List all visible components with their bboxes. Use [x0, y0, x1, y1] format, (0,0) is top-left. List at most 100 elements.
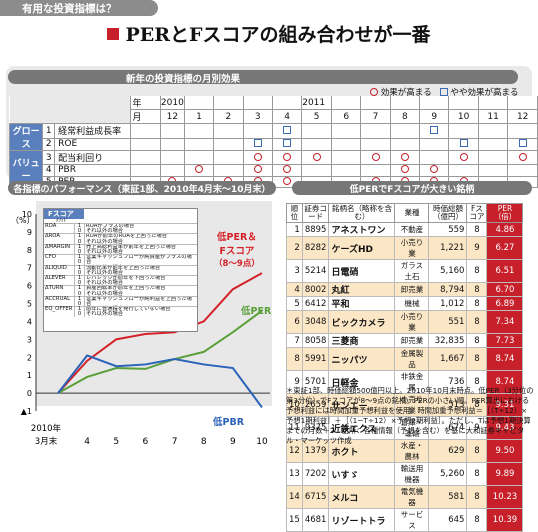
stock-name-cell: サンエー — [328, 393, 396, 417]
table-row: 2 8282 ケーズHD 小売り業 1,221 9 6.27 — [286, 236, 524, 260]
ranking-note: ＊東証1部、時価総額500億円以上。2010年10月末時点。低PER（3分位の第… — [286, 386, 534, 445]
mark-cell — [159, 164, 185, 177]
mark-cell — [507, 150, 538, 165]
industry-cell: 輸送用機器 — [394, 462, 430, 486]
row-num: 4 — [42, 164, 56, 177]
stock-name-cell: ビックカメラ — [328, 310, 396, 334]
fscore-desc: 前年に普通株を発行していない場合 それ以外の場合 — [84, 307, 197, 317]
circle-icon — [253, 152, 262, 161]
code-cell: 4681 — [301, 508, 330, 532]
table-row: 1 8895 アネストワン 不動産 559 8 4.86 — [286, 222, 524, 237]
indicator-name: ROE — [54, 137, 132, 152]
fscore-cell: 8 — [466, 485, 488, 509]
month-cell: 2 — [213, 109, 244, 124]
month-cell: 3 — [242, 109, 273, 124]
market-cap-cell: 5,160 — [428, 259, 468, 283]
square-icon — [459, 139, 468, 148]
y-tick-label: 10 — [22, 210, 32, 219]
mark-cell — [183, 123, 215, 139]
fscore-desc: ROAが前年のROAを上回った場合 それ以外の場合 — [84, 234, 197, 244]
y-tick-label: 3 — [27, 335, 32, 344]
label-lowper: 低PER — [241, 306, 272, 317]
market-cap-cell: 1,221 — [428, 236, 468, 260]
per-cell: 6.51 — [486, 259, 524, 283]
y-tick-label: 1 — [27, 371, 32, 380]
industry-cell: 金属製品 — [394, 347, 430, 371]
per-cell: 6.89 — [486, 296, 524, 311]
mark-cell — [448, 150, 479, 165]
code-cell: 8002 — [301, 282, 330, 297]
month-cell: 9 — [419, 109, 450, 124]
fscore-cell: 8 — [466, 347, 488, 371]
mark-cell — [271, 164, 303, 177]
fscore-row: CFO 10営業キャッシュフローが純資産がプラスの場合それ以外の場合 — [44, 254, 197, 265]
fscore-desc: 営業キャッシュフローが純資産がプラスの場合それ以外の場合 — [84, 255, 197, 265]
y-tick-label: 4 — [27, 317, 32, 326]
mark-cell — [389, 137, 421, 152]
year-2011: 2011 — [301, 96, 333, 110]
label-combo-line1: 低PER＆ — [217, 232, 257, 243]
fscore-desc: 売上高総利益率が前年を上回った場合 それ以外の場合 — [84, 244, 197, 255]
mark-cell — [507, 123, 538, 139]
ranking-header: 業種 — [394, 203, 430, 223]
circle-icon — [400, 152, 409, 161]
table-row: 6 3048 ビックカメラ 小売り業 551 8 7.34 — [286, 310, 524, 334]
market-cap-cell: 559 — [428, 222, 468, 237]
series-line — [57, 354, 263, 409]
stock-name-cell: 三菱商 — [328, 333, 396, 348]
fscore-cell: 8 — [466, 282, 488, 297]
stock-name-cell: 平和 — [328, 296, 396, 311]
fscore-desc: レバレッジが前年を下回った場合 それ以外の場合 — [84, 275, 197, 286]
circle-icon — [312, 152, 321, 161]
row-num: 1 — [42, 123, 56, 139]
legend-mid-label: やや効果が高まる — [450, 88, 519, 98]
circle-icon — [283, 152, 292, 161]
rank-cell: 4 — [286, 282, 303, 297]
circle-icon — [194, 165, 203, 174]
mark-cell — [448, 123, 479, 139]
y-tick-label: 8 — [27, 246, 32, 255]
fscore-key: ACCRUAL — [45, 295, 71, 302]
mark-cell — [183, 137, 215, 152]
square-icon — [518, 139, 527, 148]
fscore-row: ΔLEVER 1 0 レバレッジが前年を下回った場合 それ以外の場合 — [44, 274, 197, 286]
mark-cell — [213, 150, 244, 165]
mark-cell — [389, 164, 421, 177]
square-icon — [283, 125, 292, 134]
month-cell: 5 — [301, 109, 333, 124]
per-cell: 9.43 — [486, 416, 524, 440]
code-cell: 8895 — [301, 222, 330, 237]
fscore-cell: 8 — [466, 296, 488, 311]
per-cell: 8.74 — [486, 370, 524, 394]
industry-cell: サービス — [394, 508, 430, 532]
market-cap-cell: 513 — [428, 393, 468, 417]
rank-cell: 6 — [286, 310, 303, 334]
industry-cell: 機械 — [394, 296, 430, 311]
table-row: 4 8002 丸紅 卸売業 8,794 8 6.70 — [286, 282, 524, 297]
fscore-cell: 9 — [466, 416, 488, 440]
fscore-key: ΔMARGIN — [45, 243, 71, 250]
ranking-header: 時価総額（億円） — [428, 203, 468, 223]
mark-cell — [159, 137, 185, 152]
fscore-desc: 営業キャッシュフローが純利益を上回った場合それ以外の場合 — [84, 296, 197, 307]
industry-cell: 小売り業 — [394, 236, 430, 260]
label-combo: 低PER＆ Fスコア （8〜9点） — [214, 229, 260, 269]
market-cap-cell: 1,667 — [428, 347, 468, 371]
fscore-key: ΔLIQUID — [45, 264, 67, 271]
fscore-desc: ROAがプラスの場合 それ以外の場合 — [84, 224, 197, 234]
fscore-cell: 8 — [466, 462, 488, 486]
ranking-header: Fスコア — [466, 203, 488, 223]
market-cap-cell: 645 — [428, 508, 468, 532]
mark-cell — [331, 123, 362, 139]
industry-cell: 電気機器 — [394, 485, 430, 509]
fscore-key: ΔLEVER — [45, 274, 66, 281]
mark-cell — [419, 164, 450, 177]
table-row: 11 9375 近鉄エクス 倉庫・運輸 674 9 9.43 — [286, 416, 524, 440]
code-cell: 9375 — [301, 416, 330, 440]
fscore-cell: 8 — [466, 508, 488, 532]
code-cell: 5214 — [301, 259, 330, 283]
